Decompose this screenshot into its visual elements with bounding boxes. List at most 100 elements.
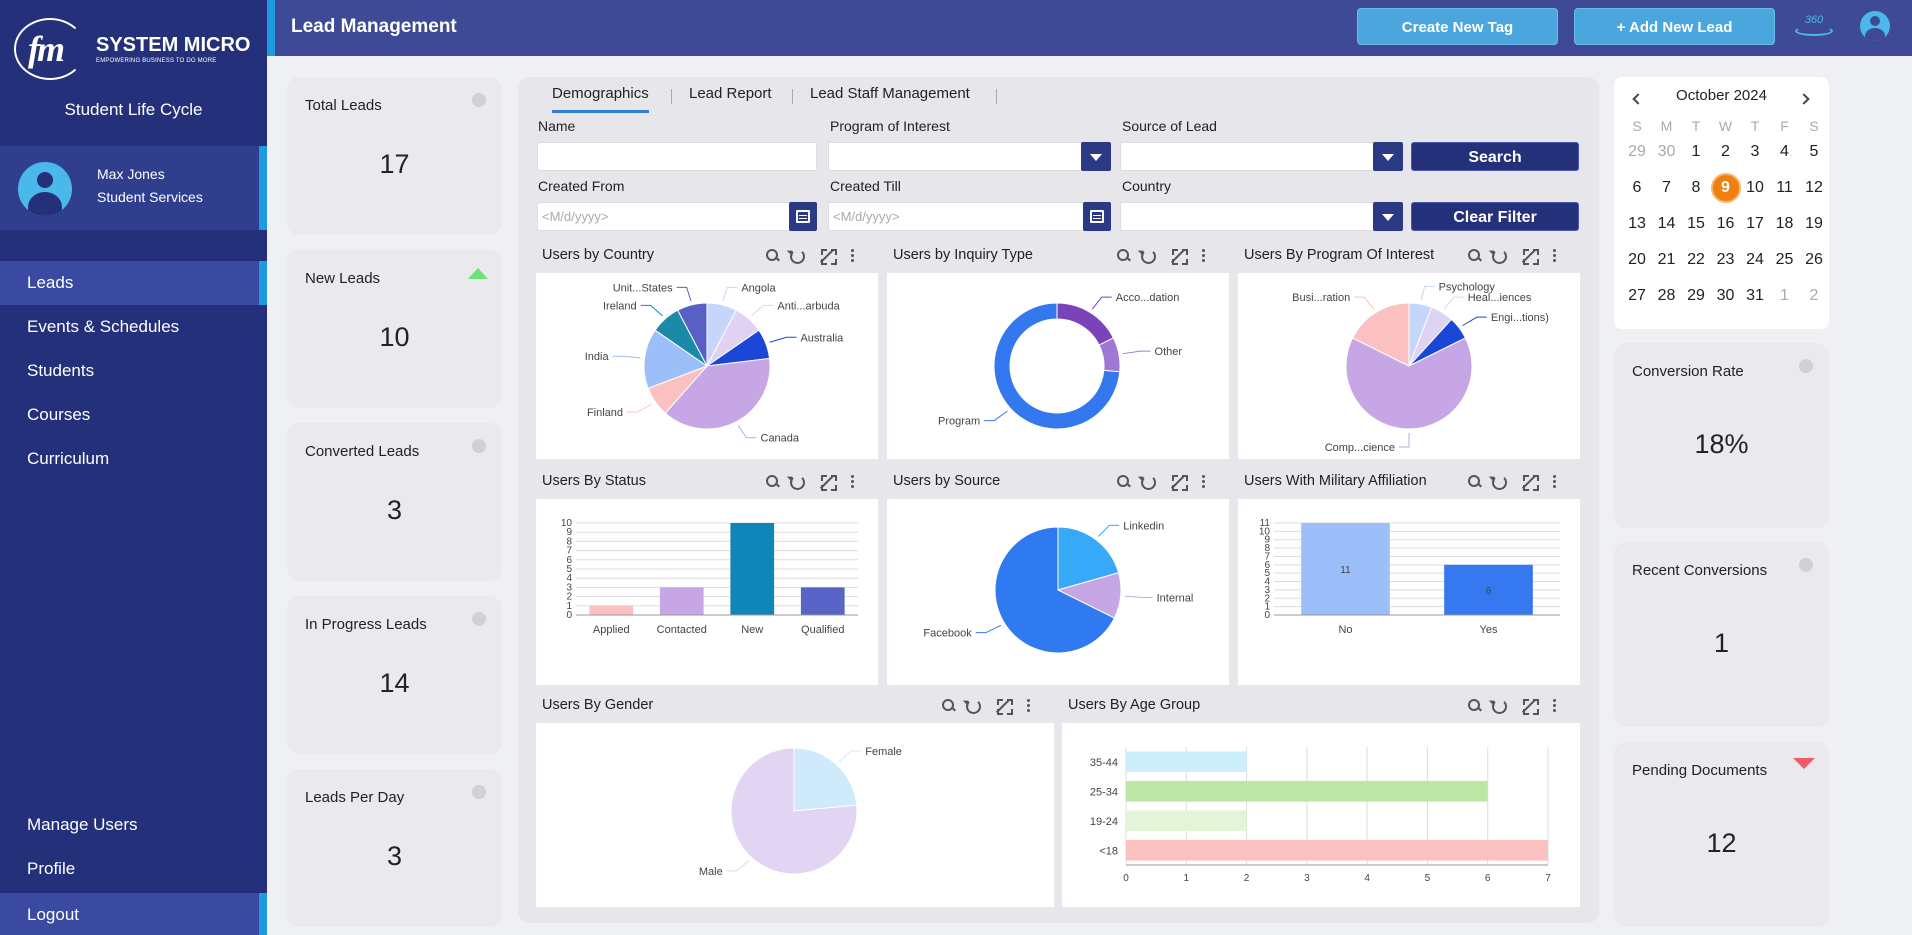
calendar-day[interactable]: 9 (1710, 173, 1741, 203)
calendar-icon[interactable] (1083, 202, 1111, 231)
nav-curriculum[interactable]: Curriculum (0, 437, 267, 481)
zoom-icon[interactable] (1466, 473, 1484, 491)
calendar-day[interactable]: 4 (1780, 143, 1789, 160)
calendar-day[interactable]: 10 (1746, 179, 1764, 196)
stat-pending-documents: Pending Documents 12 (1614, 742, 1829, 927)
reset-icon[interactable] (1139, 473, 1157, 491)
dropdown-arrow-icon[interactable] (1081, 142, 1111, 171)
calendar-day[interactable]: 12 (1805, 179, 1823, 196)
dropdown-arrow-icon[interactable] (1373, 202, 1403, 231)
nav-manage-users[interactable]: Manage Users (0, 803, 267, 847)
calendar-day[interactable]: 22 (1687, 251, 1705, 268)
reset-icon[interactable] (1490, 473, 1508, 491)
reset-icon[interactable] (1490, 697, 1508, 715)
name-input[interactable] (537, 142, 817, 171)
calendar-day[interactable]: 27 (1628, 287, 1646, 304)
more-options-icon[interactable] (844, 247, 862, 265)
more-options-icon[interactable] (1195, 247, 1213, 265)
nav-events-schedules[interactable]: Events & Schedules (0, 305, 267, 349)
tab-lead-staff-management[interactable]: Lead Staff Management (810, 85, 970, 113)
calendar-day[interactable]: 18 (1775, 215, 1794, 232)
calendar-day[interactable]: 21 (1657, 251, 1676, 268)
reset-icon[interactable] (964, 697, 982, 715)
calendar-day[interactable]: 31 (1746, 287, 1764, 304)
created-from-input[interactable]: <M/d/yyyy> (537, 202, 817, 231)
calendar-day[interactable]: 14 (1657, 215, 1676, 232)
zoom-icon[interactable] (1466, 697, 1484, 715)
calendar-day[interactable]: 1 (1780, 287, 1789, 304)
calendar-day[interactable]: 15 (1687, 215, 1705, 232)
nav-students[interactable]: Students (0, 349, 267, 393)
reset-icon[interactable] (1139, 247, 1157, 265)
expand-icon[interactable] (1521, 247, 1539, 265)
more-options-icon[interactable] (1195, 473, 1213, 491)
calendar-day[interactable]: 5 (1809, 143, 1819, 160)
calendar-day[interactable]: 17 (1746, 215, 1764, 232)
calendar-day[interactable]: 2 (1809, 287, 1819, 304)
expand-icon[interactable] (995, 697, 1013, 715)
more-options-icon[interactable] (1546, 247, 1564, 265)
user-card[interactable]: Max Jones Student Services (0, 146, 267, 230)
zoom-icon[interactable] (1466, 247, 1484, 265)
calendar-day[interactable]: 8 (1691, 179, 1701, 196)
calendar-day[interactable]: 28 (1657, 287, 1676, 304)
expand-icon[interactable] (819, 247, 837, 265)
more-options-icon[interactable] (844, 473, 862, 491)
source-of-lead-select[interactable] (1120, 142, 1403, 171)
nav-leads[interactable]: Leads (0, 261, 267, 305)
more-options-icon[interactable] (1546, 697, 1564, 715)
created-till-input[interactable]: <M/d/yyyy> (828, 202, 1111, 231)
zoom-icon[interactable] (1115, 473, 1133, 491)
top-header: Lead Management Create New Tag + Add New… (267, 0, 1912, 56)
calendar-day[interactable]: 29 (1628, 143, 1646, 160)
clear-filter-button[interactable]: Clear Filter (1411, 202, 1579, 231)
reset-icon[interactable] (788, 247, 806, 265)
dropdown-arrow-icon[interactable] (1373, 142, 1403, 171)
create-new-tag-button[interactable]: Create New Tag (1357, 8, 1558, 45)
zoom-icon[interactable] (764, 473, 782, 491)
calendar-day[interactable]: 20 (1628, 251, 1646, 268)
calendar-day[interactable]: 26 (1805, 251, 1823, 268)
reset-icon[interactable] (1490, 247, 1508, 265)
program-of-interest-select[interactable] (828, 142, 1111, 171)
nav-logout[interactable]: Logout (0, 893, 267, 935)
calendar-day[interactable]: 24 (1746, 251, 1764, 268)
tab-lead-report[interactable]: Lead Report (689, 85, 772, 113)
expand-icon[interactable] (1170, 473, 1188, 491)
expand-icon[interactable] (1170, 247, 1188, 265)
add-new-lead-button[interactable]: + Add New Lead (1574, 8, 1775, 45)
calendar-day[interactable]: 3 (1750, 143, 1760, 160)
zoom-icon[interactable] (1115, 247, 1133, 265)
calendar-icon[interactable] (789, 202, 817, 231)
calendar-day[interactable]: 1 (1691, 143, 1701, 160)
nav-courses[interactable]: Courses (0, 393, 267, 437)
reset-icon[interactable] (788, 473, 806, 491)
calendar-day[interactable]: 13 (1628, 215, 1646, 232)
zoom-icon[interactable] (940, 697, 958, 715)
calendar-day[interactable]: 23 (1716, 251, 1735, 268)
system-micro-logo[interactable]: fm SYSTEM MICRO EMPOWERING BUSINESS TO D… (14, 18, 254, 82)
calendar-day[interactable]: 2 (1721, 143, 1730, 160)
view-360-icon[interactable]: 360 (1794, 14, 1834, 38)
more-options-icon[interactable] (1546, 473, 1564, 491)
zoom-icon[interactable] (764, 247, 782, 265)
search-button[interactable]: Search (1411, 142, 1579, 171)
calendar-day[interactable]: 29 (1687, 287, 1705, 304)
expand-icon[interactable] (1521, 697, 1539, 715)
calendar-day[interactable]: 16 (1716, 215, 1735, 232)
calendar-day[interactable]: 11 (1776, 179, 1793, 196)
calendar-day[interactable]: 19 (1805, 215, 1823, 232)
calendar-day[interactable]: 6 (1632, 179, 1642, 196)
calendar-day[interactable]: 30 (1716, 287, 1735, 304)
calendar-day[interactable]: 25 (1775, 251, 1794, 268)
country-select[interactable] (1120, 202, 1403, 231)
expand-icon[interactable] (819, 473, 837, 491)
nav-profile[interactable]: Profile (0, 847, 267, 891)
expand-icon[interactable] (1521, 473, 1539, 491)
tab-demographics[interactable]: Demographics (552, 85, 649, 113)
account-avatar-icon[interactable] (1860, 11, 1890, 41)
calendar-day[interactable]: 30 (1657, 143, 1676, 160)
chart-title: Users By Program Of Interest (1244, 247, 1435, 263)
more-options-icon[interactable] (1020, 697, 1038, 715)
calendar-day[interactable]: 7 (1662, 179, 1671, 196)
